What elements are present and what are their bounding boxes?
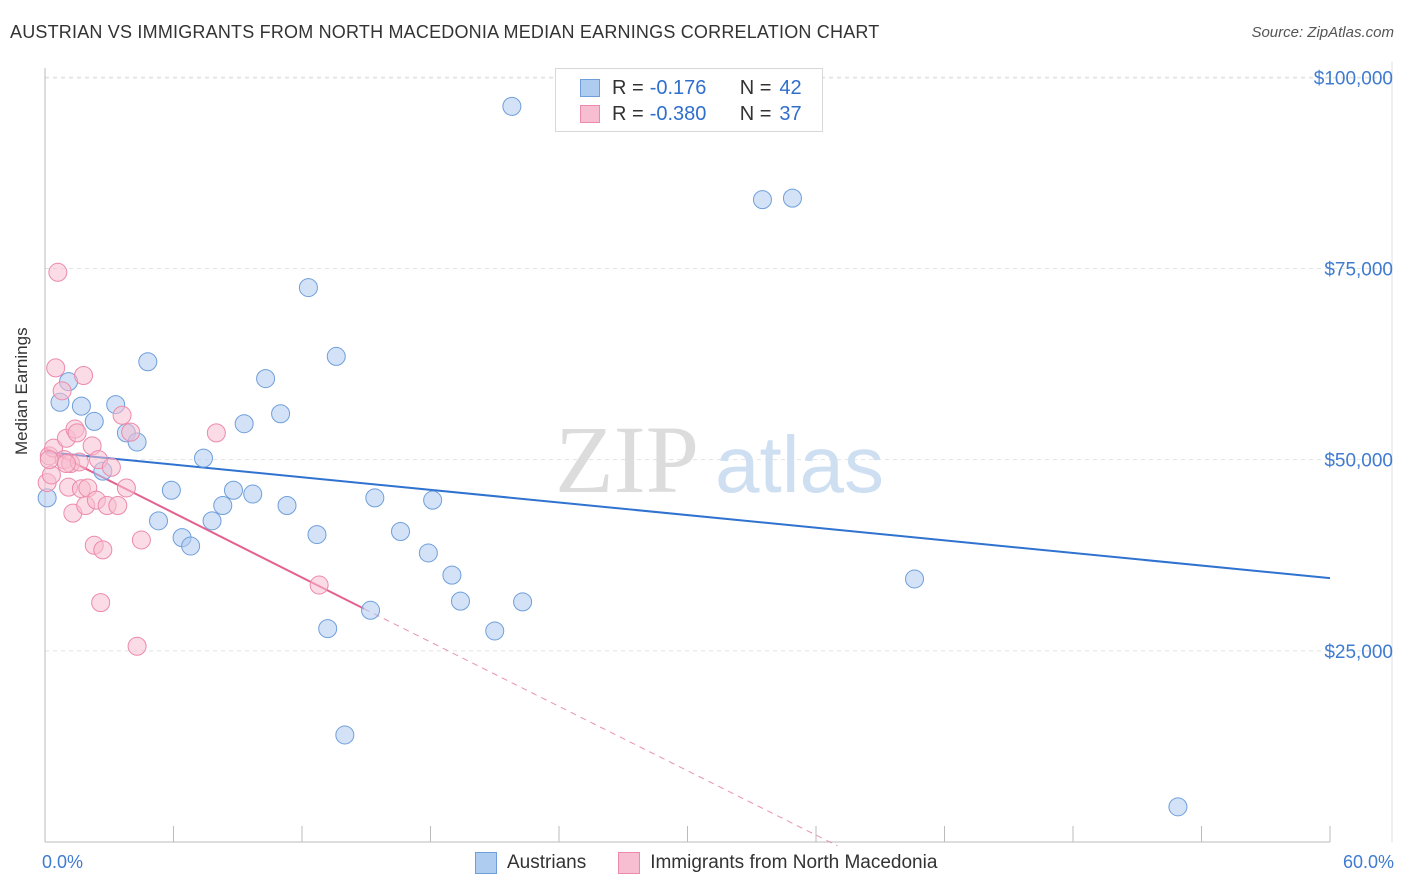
- point-austrians: [752, 190, 772, 210]
- point-austrians: [234, 414, 254, 434]
- point-austrians: [213, 496, 233, 516]
- point-macedonia: [121, 422, 141, 442]
- point-austrians: [391, 522, 411, 542]
- n-label: N =: [739, 76, 772, 99]
- point-austrians: [243, 484, 263, 504]
- point-austrians: [782, 188, 802, 208]
- source-label: Source: ZipAtlas.com: [1251, 24, 1394, 41]
- r-label: R =: [612, 102, 644, 125]
- point-austrians: [84, 411, 104, 431]
- series-legend: Austrians Immigrants from North Macedoni…: [475, 852, 969, 874]
- r-value: -0.176: [649, 76, 707, 99]
- y-tick-labels: $25,000 $50,000 $75,000 $100,000: [1314, 68, 1393, 663]
- point-austrians: [277, 496, 297, 516]
- point-macedonia: [309, 575, 329, 595]
- point-austrians: [335, 725, 355, 745]
- point-austrians: [202, 511, 222, 531]
- point-austrians: [193, 448, 213, 468]
- point-austrians: [181, 536, 201, 556]
- point-macedonia: [116, 478, 136, 498]
- point-austrians: [485, 621, 505, 641]
- point-austrians: [361, 600, 381, 620]
- stats-row-austrians: R = -0.176 N = 42: [580, 77, 802, 99]
- point-austrians: [450, 591, 470, 611]
- watermark-zip: ZIP: [555, 406, 699, 513]
- stats-row-macedonia: R = -0.380 N = 37: [580, 103, 802, 125]
- legend-item-macedonia[interactable]: Immigrants from North Macedonia: [618, 852, 937, 874]
- grid-lines: [45, 62, 1393, 842]
- watermark: ZIP atlas: [555, 406, 884, 513]
- y-tick-label: $75,000: [1324, 259, 1393, 280]
- point-macedonia: [67, 423, 87, 443]
- point-austrians: [905, 569, 925, 589]
- n-label: N =: [739, 102, 772, 125]
- point-macedonia: [127, 636, 147, 656]
- y-tick-label: $100,000: [1314, 68, 1393, 89]
- y-tick-label: $25,000: [1324, 642, 1393, 663]
- point-austrians: [149, 511, 169, 531]
- legend-swatch-pink: [618, 852, 641, 874]
- y-tick-label: $50,000: [1324, 451, 1393, 472]
- watermark-atlas: atlas: [715, 420, 884, 509]
- point-austrians: [423, 490, 443, 510]
- y-axis-label: Median Earnings: [12, 327, 31, 455]
- point-austrians: [307, 525, 327, 545]
- point-austrians: [271, 404, 291, 424]
- point-macedonia: [46, 358, 66, 378]
- n-value: 37: [779, 102, 802, 125]
- point-macedonia: [91, 593, 111, 613]
- legend-swatch-blue: [580, 79, 600, 97]
- legend-swatch-pink: [580, 105, 600, 123]
- chart-title: AUSTRIAN VS IMMIGRANTS FROM NORTH MACEDO…: [10, 22, 880, 42]
- point-macedonia: [131, 530, 151, 550]
- point-austrians: [298, 278, 318, 298]
- point-austrians: [502, 96, 522, 116]
- point-austrians: [318, 619, 338, 639]
- point-austrians: [138, 352, 158, 372]
- point-macedonia: [206, 423, 226, 443]
- legend-swatch-blue: [475, 852, 497, 874]
- point-macedonia: [101, 457, 121, 477]
- point-austrians: [161, 480, 181, 500]
- trendline-macedonia: [363, 608, 838, 847]
- r-value: -0.380: [649, 102, 707, 125]
- trendline-austrians: [44, 451, 1331, 580]
- point-austrians: [326, 346, 346, 366]
- x-tick-max: 60.0%: [1342, 852, 1394, 872]
- point-macedonia: [93, 540, 113, 560]
- data-points: [37, 96, 1188, 817]
- legend-label: Austrians: [507, 852, 587, 873]
- point-macedonia: [112, 405, 132, 425]
- point-macedonia: [39, 450, 59, 470]
- legend-item-austrians[interactable]: Austrians: [475, 852, 586, 874]
- stats-legend: R = -0.176 N = 42 R = -0.380 N = 37: [555, 68, 823, 132]
- point-austrians: [1168, 797, 1188, 817]
- point-austrians: [513, 592, 533, 612]
- point-austrians: [365, 488, 385, 508]
- point-austrians: [256, 369, 276, 389]
- point-austrians: [418, 543, 438, 563]
- point-austrians: [223, 480, 243, 500]
- r-label: R =: [612, 76, 644, 99]
- point-austrians: [71, 396, 91, 416]
- x-tick-min: 0.0%: [42, 852, 84, 872]
- n-value: 42: [779, 76, 802, 99]
- point-macedonia: [108, 496, 128, 516]
- point-austrians: [442, 565, 462, 585]
- point-macedonia: [52, 381, 72, 401]
- point-macedonia: [56, 453, 76, 473]
- point-macedonia: [48, 262, 68, 282]
- point-macedonia: [74, 366, 94, 386]
- legend-label: Immigrants from North Macedonia: [650, 852, 938, 873]
